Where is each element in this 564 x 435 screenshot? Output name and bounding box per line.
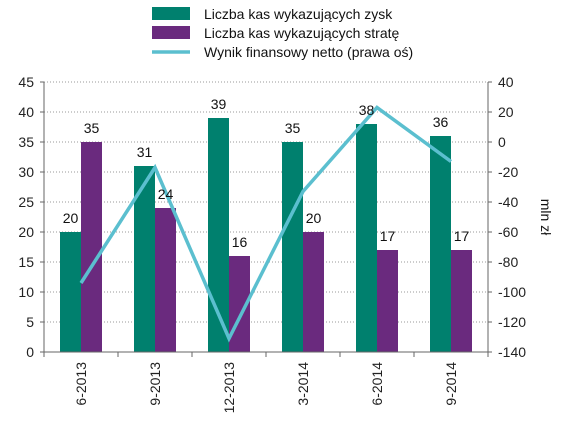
legend-label: Liczba kas wykazujących stratę (204, 25, 400, 41)
y2-tick-label: 0 (498, 134, 506, 150)
data-label: 20 (306, 210, 322, 226)
y-tick-label: 35 (18, 134, 34, 150)
y-tick-label: 30 (18, 164, 34, 180)
data-label: 38 (359, 102, 375, 118)
y-tick-label: 0 (26, 344, 34, 360)
y-tick-label: 5 (26, 314, 34, 330)
data-label: 39 (211, 96, 227, 112)
y2-tick-label: -60 (498, 224, 518, 240)
bar (282, 142, 303, 352)
legend-label: Wynik finansowy netto (prawa oś) (204, 44, 413, 60)
y2-tick-label: 40 (498, 74, 514, 90)
data-label: 31 (137, 144, 153, 160)
data-label: 20 (63, 210, 79, 226)
gridlines (44, 81, 488, 353)
y2-tick-label: -100 (498, 284, 526, 300)
bar (208, 118, 229, 352)
y2-tick-label: -40 (498, 194, 518, 210)
y2-tick-label: 20 (498, 104, 514, 120)
y2-tick-label: -80 (498, 254, 518, 270)
y-tick-label: 40 (18, 104, 34, 120)
y-tick-label: 10 (18, 284, 34, 300)
line-series (79, 105, 453, 343)
x-tick-label: 6-2014 (369, 362, 385, 406)
bar (155, 208, 176, 352)
line-series-path (79, 105, 453, 343)
bar (430, 136, 451, 352)
bar (377, 250, 398, 352)
bars (60, 118, 472, 352)
bar (451, 250, 472, 352)
x-tick-label: 12-2013 (221, 362, 237, 414)
x-tick-label: 9-2014 (443, 362, 459, 406)
data-label: 24 (158, 186, 174, 202)
legend: Liczba kas wykazujących zysk Liczba kas w… (152, 6, 413, 60)
y-tick-label: 20 (18, 224, 34, 240)
bar (134, 166, 155, 352)
bar (356, 124, 377, 352)
legend-label: Liczba kas wykazujących zysk (204, 6, 393, 22)
data-label: 36 (433, 114, 449, 130)
x-tick-label: 9-2013 (147, 362, 163, 406)
bar (303, 232, 324, 352)
y-tick-label: 45 (18, 74, 34, 90)
data-label: 16 (232, 234, 248, 250)
y-tick-label: 15 (18, 254, 34, 270)
bar (81, 142, 102, 352)
data-label: 35 (285, 120, 301, 136)
y-tick-label: 25 (18, 194, 34, 210)
x-tick-label: 3-2014 (295, 362, 311, 406)
legend-swatch (152, 26, 190, 39)
x-tick-label: 6-2013 (73, 362, 89, 406)
axes: 0 5 10 15 20 25 30 35 40 45 -140 -120 -100 -80 -60 -40 -… (18, 74, 554, 413)
data-label: 17 (454, 228, 470, 244)
data-labels: 20 31 39 35 38 36 35 24 16 20 17 17 (63, 96, 470, 250)
data-label: 35 (84, 120, 100, 136)
y2-tick-label: -20 (498, 164, 518, 180)
y2-tick-label: -120 (498, 314, 526, 330)
data-label: 17 (380, 228, 396, 244)
y2-tick-label: -140 (498, 344, 526, 360)
bar (60, 232, 81, 352)
y2-axis-title: mln zł (538, 199, 554, 236)
legend-swatch (152, 7, 190, 20)
